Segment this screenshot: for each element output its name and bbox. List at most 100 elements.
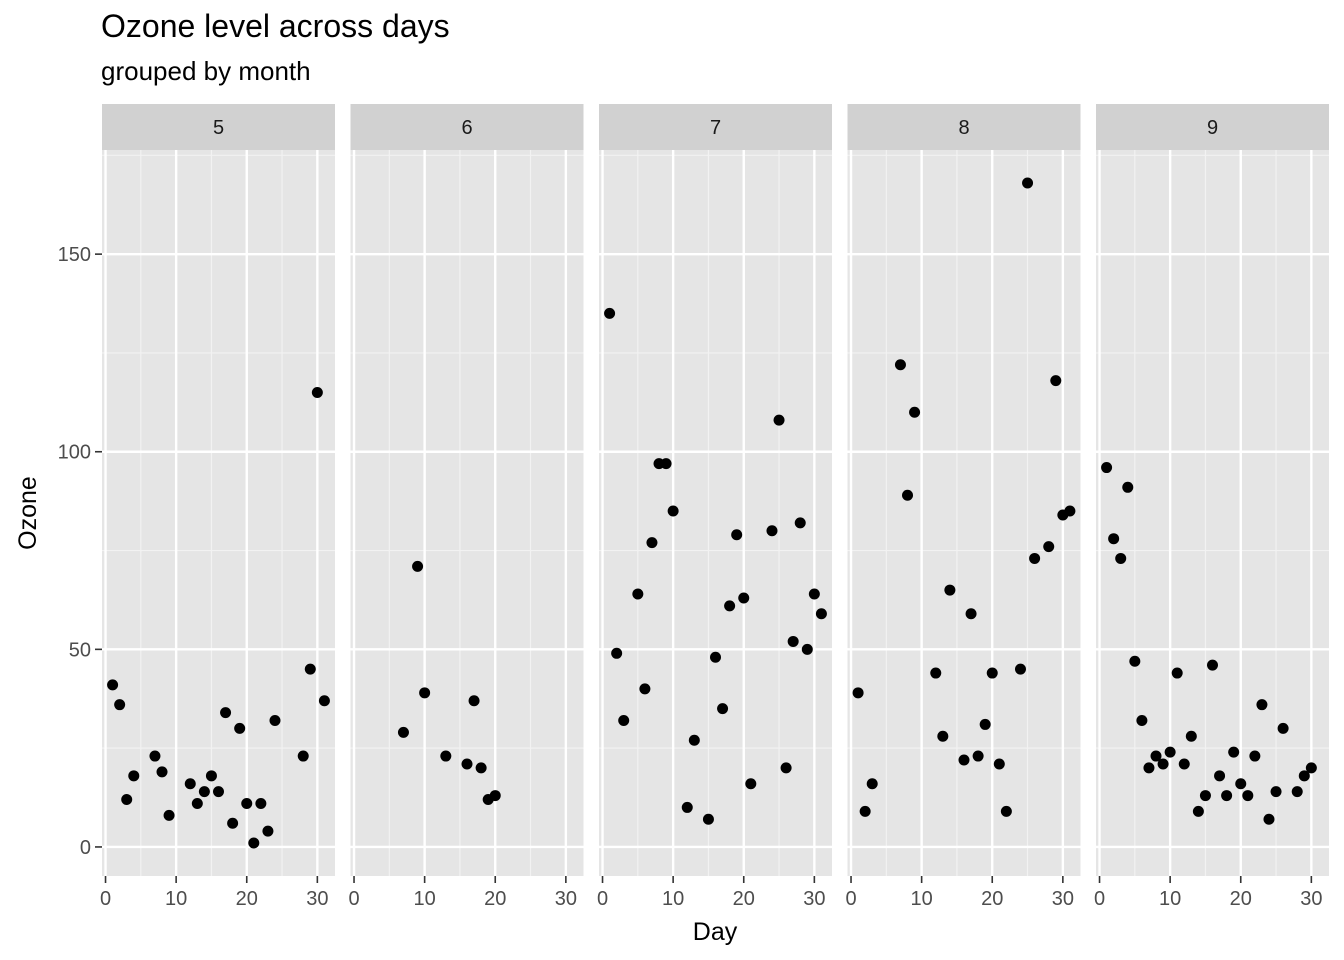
data-point xyxy=(1022,177,1034,189)
data-point xyxy=(1214,770,1226,782)
data-point xyxy=(979,718,991,730)
data-point xyxy=(646,537,658,549)
data-point xyxy=(1263,813,1275,825)
x-tick-label: 20 xyxy=(981,888,1003,910)
x-tick-label: 10 xyxy=(1159,888,1181,910)
data-point xyxy=(1298,770,1310,782)
x-tick-label: 30 xyxy=(306,888,328,910)
data-point xyxy=(107,679,119,691)
data-point xyxy=(611,647,623,659)
y-tick-label: 0 xyxy=(80,837,91,859)
data-point xyxy=(773,414,785,426)
data-point xyxy=(1171,667,1183,679)
data-point xyxy=(604,307,616,319)
data-point xyxy=(724,600,736,612)
data-point xyxy=(149,750,161,762)
data-point xyxy=(318,695,330,707)
data-point xyxy=(815,608,827,620)
data-point xyxy=(1029,552,1041,564)
data-point xyxy=(1157,758,1169,770)
panel-background xyxy=(847,150,1081,876)
x-tick-label: 20 xyxy=(484,888,506,910)
data-point xyxy=(738,592,750,604)
data-point xyxy=(1277,722,1289,734)
data-point xyxy=(639,683,651,695)
data-point xyxy=(702,813,714,825)
data-point xyxy=(667,505,679,517)
facet-strip-label: 7 xyxy=(710,117,721,139)
data-point xyxy=(311,386,323,398)
panel-background xyxy=(599,150,832,876)
data-point xyxy=(1000,805,1012,817)
data-point xyxy=(787,635,799,647)
data-point xyxy=(1242,790,1254,802)
data-point xyxy=(1249,750,1261,762)
data-point xyxy=(632,588,644,600)
chart-subtitle: grouped by month xyxy=(101,56,311,86)
x-tick-label: 10 xyxy=(414,888,436,910)
data-point xyxy=(205,770,217,782)
data-point xyxy=(227,817,239,829)
data-point xyxy=(419,687,431,699)
data-point xyxy=(1150,750,1162,762)
x-tick-label: 30 xyxy=(555,888,577,910)
y-tick-label: 50 xyxy=(69,639,91,661)
data-point xyxy=(1199,790,1211,802)
data-point xyxy=(660,458,672,470)
data-point xyxy=(1207,659,1218,671)
data-point xyxy=(213,786,224,798)
data-point xyxy=(163,809,175,821)
facet-strip-label: 5 xyxy=(213,117,224,139)
data-point xyxy=(1228,746,1240,758)
data-point xyxy=(688,734,700,746)
facet-strip xyxy=(1096,104,1329,150)
data-point xyxy=(958,754,970,766)
data-point xyxy=(1143,762,1155,774)
data-point xyxy=(412,560,424,572)
data-point xyxy=(1014,663,1026,675)
data-point xyxy=(965,608,977,620)
data-point xyxy=(397,726,409,738)
data-point xyxy=(128,770,140,782)
x-tick-label: 0 xyxy=(100,888,111,910)
x-tick-label: 0 xyxy=(597,888,608,910)
data-point xyxy=(1185,730,1197,742)
data-point xyxy=(234,722,246,734)
x-tick-label: 30 xyxy=(1300,888,1322,910)
data-point xyxy=(1178,758,1190,770)
chart-title: Ozone level across days xyxy=(101,8,450,44)
x-tick-label: 10 xyxy=(662,888,684,910)
y-axis-title: Ozone xyxy=(14,476,42,550)
data-point xyxy=(1235,778,1247,790)
panel-background xyxy=(1096,150,1329,876)
data-point xyxy=(269,714,281,726)
data-point xyxy=(1305,762,1317,774)
x-tick-label: 20 xyxy=(733,888,755,910)
data-point xyxy=(1115,552,1127,564)
data-point xyxy=(1136,714,1148,726)
data-point xyxy=(440,750,452,762)
data-point xyxy=(1064,505,1076,517)
facet-strip-label: 6 xyxy=(461,117,472,139)
data-point xyxy=(618,714,630,726)
data-point xyxy=(894,359,906,371)
data-point xyxy=(937,730,949,742)
facet-strip xyxy=(599,104,832,150)
x-tick-label: 10 xyxy=(911,888,933,910)
data-point xyxy=(1129,655,1141,667)
x-axis-title: Day xyxy=(693,918,738,946)
x-tick-label: 0 xyxy=(845,888,856,910)
data-point xyxy=(241,797,253,809)
data-point xyxy=(248,837,260,849)
facet-strip xyxy=(847,104,1081,150)
data-point xyxy=(866,778,878,790)
data-point xyxy=(1043,541,1055,553)
data-point xyxy=(1291,786,1303,798)
data-point xyxy=(902,489,914,501)
data-point xyxy=(121,794,133,806)
data-point xyxy=(852,687,864,699)
data-point xyxy=(801,643,813,655)
data-point xyxy=(1221,790,1233,802)
data-point xyxy=(220,707,232,719)
